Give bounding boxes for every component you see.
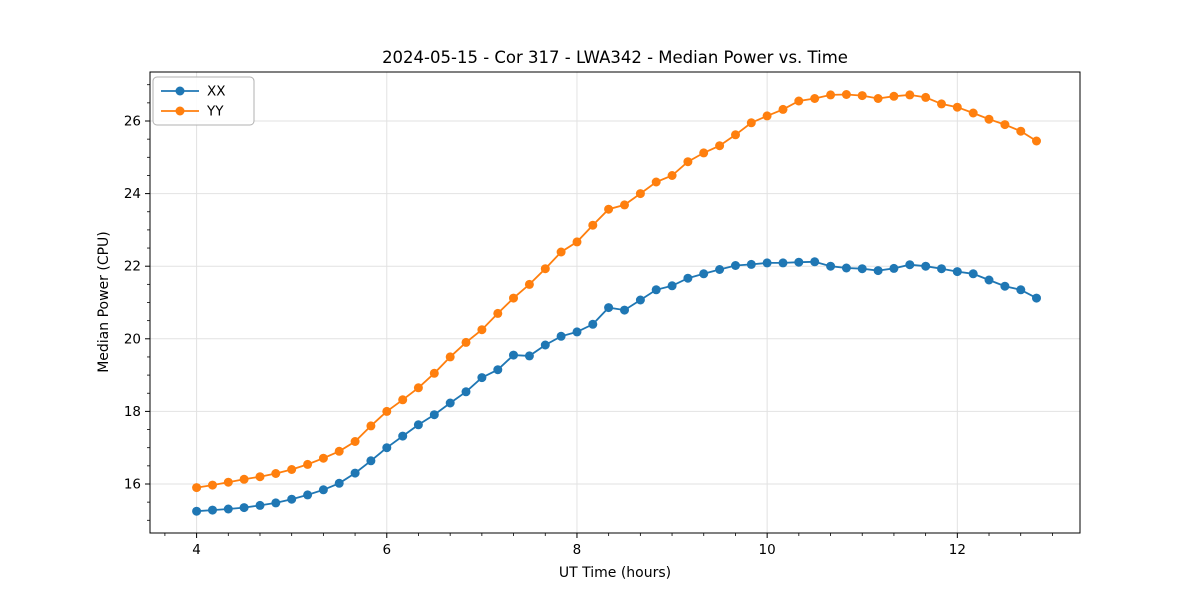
legend-entry-YY: YY — [161, 104, 224, 120]
plot-border — [149, 71, 1081, 534]
legend-entry-XX: XX — [161, 84, 226, 100]
y-tick-label: 20 — [124, 331, 141, 347]
legend: XX YY — [152, 76, 255, 126]
x-tick-label: 4 — [192, 542, 201, 558]
y-tick-label: 18 — [124, 404, 141, 420]
tick-labels: 4 6 8 10 12 16 18 20 22 24 26 — [124, 114, 966, 558]
y-tick-label: 26 — [124, 114, 141, 130]
x-tick-label: 6 — [382, 542, 391, 558]
x-tick-label: 10 — [759, 542, 776, 558]
axis-ticks — [145, 84, 1053, 538]
x-tick-label: 12 — [949, 542, 966, 558]
x-axis-label: UT Time (hours) — [559, 565, 671, 581]
y-tick-label: 16 — [124, 476, 141, 492]
data-series — [192, 90, 1041, 516]
chart-title: 2024-05-15 - Cor 317 - LWA342 - Median P… — [382, 48, 848, 67]
y-axis-label: Median Power (CPU) — [96, 231, 112, 373]
series-XX — [192, 257, 1041, 516]
series-YY — [192, 90, 1041, 493]
legend-label: YY — [206, 104, 224, 120]
y-tick-label: 22 — [124, 259, 141, 275]
x-tick-label: 8 — [573, 542, 582, 558]
y-tick-label: 24 — [124, 186, 141, 202]
legend-label: XX — [207, 84, 226, 100]
gridlines — [150, 72, 1080, 533]
